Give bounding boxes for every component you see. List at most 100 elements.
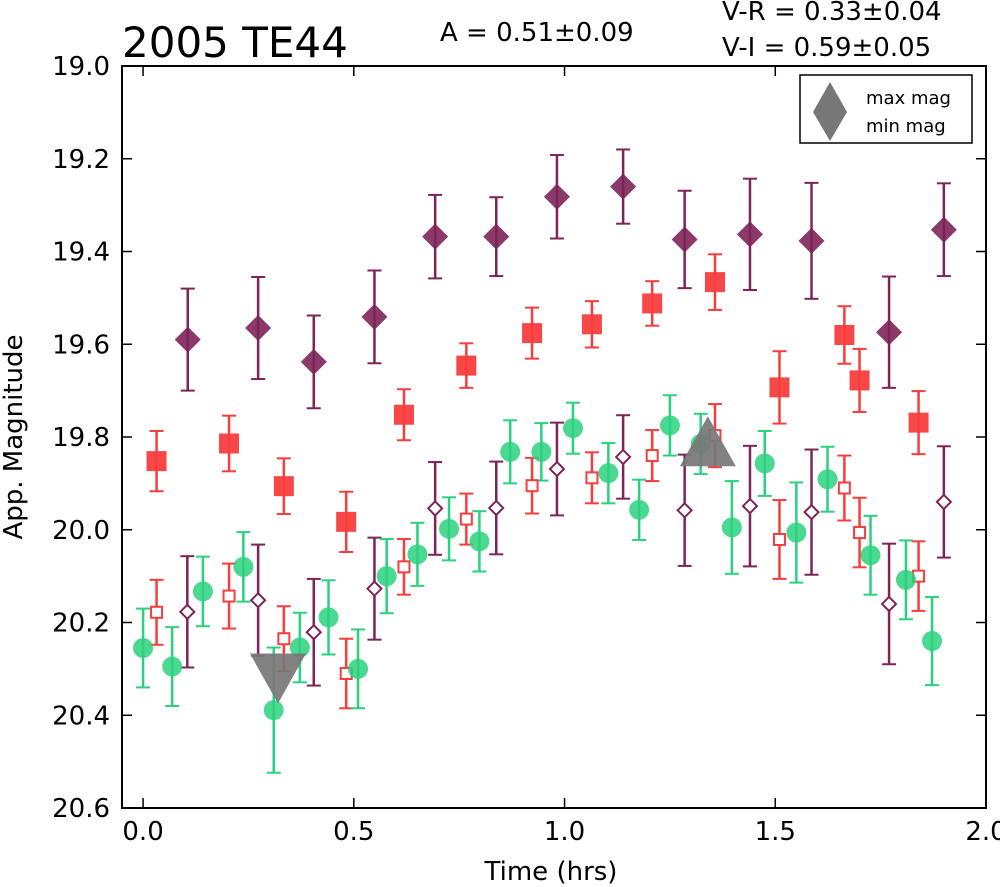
data-point [192,581,213,602]
x-tick-label: 0.0 [122,817,163,847]
legend-label-min-mag: min mag [866,116,946,137]
data-point [487,499,505,517]
x-tick-label: 2.0 [965,817,1000,847]
data-point [300,348,327,375]
data-point [741,497,759,515]
amplitude-label: A = 0.51±0.09 [440,18,634,48]
data-point [407,544,428,565]
data-point [178,603,196,621]
y-tick-labels: 19.0 19.2 19.4 19.6 19.8 20.0 20.2 20.4 20.6 [52,52,110,824]
data-point [531,441,552,462]
data-point [289,637,310,658]
data-point [150,605,164,619]
y-tick-label: 19.6 [52,330,110,360]
data-point [456,355,477,376]
data-point [162,656,183,677]
data-point [754,453,775,474]
data-point [348,658,369,679]
legend: max mag min mag [799,74,973,144]
data-point [439,518,460,539]
data-point [397,560,411,574]
data-point [817,469,838,490]
data-point [786,522,807,543]
data-point [581,314,602,335]
legend-label-max-mag: max mag [866,88,951,109]
data-point [876,319,903,346]
data-point [548,460,566,478]
x-tick-label: 0.5 [333,817,374,847]
data-point [769,377,790,398]
data-point [562,418,583,439]
data-point [219,433,240,454]
x-axis-label: Time (hrs) [484,857,618,887]
data-point [469,531,490,552]
data-point [849,370,870,391]
data-point [837,481,851,495]
data-point [645,449,659,463]
data-point [642,293,663,314]
data-point [263,700,284,721]
y-tick-label: 19.8 [52,423,110,453]
x-tick-label: 1.0 [544,817,585,847]
data-point [483,223,510,250]
y-tick-label: 20.2 [52,609,110,639]
data-point [659,415,680,436]
data-point [834,324,855,345]
data-point [277,632,291,646]
data-point [393,404,414,425]
data-point [500,441,521,462]
axis-ticks [122,65,987,809]
y-axis-label: App. Magnitude [0,334,29,539]
data-point [610,173,637,200]
y-tick-label: 19.4 [52,238,110,268]
data-point [426,500,444,517]
legend-triangle-down-icon [813,112,847,141]
data-point [671,226,698,253]
data-point [133,638,154,659]
data-point [935,493,953,511]
data-markers [133,173,957,721]
data-point [273,476,294,497]
data-point [366,580,383,598]
data-point [522,323,543,344]
data-point [146,451,167,472]
data-point [704,272,725,293]
data-point [853,526,867,540]
extrema-markers [249,416,736,704]
data-point [676,501,694,519]
data-point [908,412,929,433]
data-point [614,448,632,466]
data-point [222,589,236,603]
data-point [422,223,449,250]
data-point [376,566,397,587]
y-tick-label: 20.6 [52,794,110,824]
data-point [459,512,473,526]
y-tick-label: 20.0 [52,516,110,546]
data-point [245,315,272,342]
data-point [585,471,599,485]
data-point [803,503,820,521]
data-point [798,227,825,254]
x-tick-labels: 0.0 0.5 1.0 1.5 2.0 [122,817,1000,847]
data-point [318,607,339,628]
data-point [930,216,957,243]
y-tick-label: 19.2 [52,145,110,175]
y-tick-label: 20.4 [52,701,110,731]
data-point [922,631,943,652]
data-point [598,463,619,484]
plot-frame [121,65,987,809]
color-label-vi: V-I = 0.59±0.05 [722,33,931,63]
data-point [880,595,898,613]
data-point [721,517,742,538]
data-point [895,569,916,590]
data-point [174,326,201,353]
data-point [361,303,388,330]
chart-title: 2005 TE44 [122,18,348,67]
min-mag-marker [249,653,306,704]
max-mag-marker [679,416,736,467]
color-label-vr: V-R = 0.33±0.04 [722,0,942,27]
y-tick-label: 19.0 [52,52,110,82]
x-tick-label: 1.5 [755,817,796,847]
data-point [736,221,763,248]
data-point [772,532,786,546]
